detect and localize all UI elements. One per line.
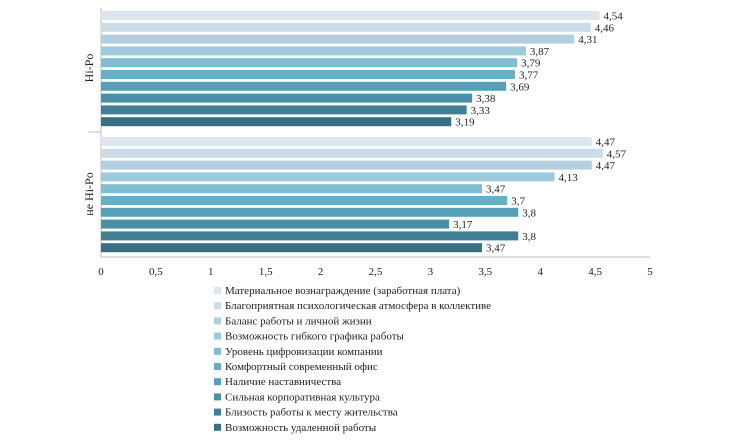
value-label: 3,38 [476,93,496,105]
x-tick-label: 0,5 [149,266,163,278]
bar-hipo-6 [101,70,515,79]
bar-hipo-3 [101,34,575,44]
value-label: 3,8 [522,231,536,243]
bars-layer [101,11,603,253]
value-label: 4,31 [578,34,597,46]
value-label: 3,19 [455,117,475,129]
legend-label: Наличие наставничества [225,376,341,388]
group-labels-layer: Hi-Po не Hi-Po [82,54,96,216]
value-label: 4,47 [596,137,616,149]
bar-hipo-8 [101,93,473,103]
value-label: 4,46 [595,22,615,34]
value-label: 4,13 [558,172,578,184]
bar-non-hipo-6 [101,196,508,205]
legend-label: Баланс работы и личной жизни [225,315,372,327]
bar-hipo-7 [101,81,507,91]
value-label: 4,47 [596,160,616,172]
legend-swatch [214,423,221,431]
value-label: 3,79 [521,58,541,70]
value-label: 3,47 [486,243,506,255]
legend-label: Близость работы к месту жительства [225,407,398,419]
legend-label: Благоприятная психологическая атмосфера … [225,300,491,312]
x-ticks-layer: 0 0,5 1 1,5 2 2,5 3 3,5 4 4,5 5 [98,266,653,278]
bar-hipo-9 [101,105,467,115]
value-labels-layer: 4,544,464,31 3,873,793,773,69 3,383,333,19… [453,11,626,255]
bar-hipo-10 [101,117,452,127]
value-label: 3,7 [511,196,525,208]
group-label: Hi-Po [82,54,96,83]
legend-label: Комфортный современный офис [225,361,378,373]
legend-swatch [214,287,221,294]
legend-swatch [214,347,221,355]
x-tick-label: 3 [428,266,434,278]
legend-label: Сильная корпоративная культура [225,391,380,403]
legend-swatch [214,302,221,310]
bar-non-hipo-5 [101,184,483,194]
x-tick-label: 2,5 [369,266,383,278]
bar-hipo-5 [101,58,518,68]
value-label: 3,17 [453,219,473,231]
x-tick-label: 2 [318,266,324,278]
x-tick-label: 5 [647,266,653,278]
value-label: 3,87 [530,46,550,58]
x-tick-label: 4 [537,266,543,278]
legend-swatch [214,393,221,401]
bar-hipo-4 [101,46,526,56]
bar-non-hipo-10 [101,243,483,253]
value-label: 4,57 [607,148,627,160]
legend-swatch [214,408,221,416]
x-tick-label: 4,5 [588,266,602,278]
value-label: 3,69 [510,81,530,93]
x-tick-label: 3,5 [478,266,492,278]
x-tick-label: 1,5 [259,266,273,278]
legend-swatch [214,363,221,370]
bar-non-hipo-1 [101,137,592,146]
bar-non-hipo-8 [101,219,450,229]
bar-non-hipo-7 [101,207,519,217]
value-label: 3,8 [522,207,536,219]
bar-hipo-2 [101,22,591,32]
legend-label: Возможность гибкого графика работы [225,331,405,343]
group-label: не Hi-Po [82,172,96,215]
legend-swatch [214,332,221,340]
bar-hipo-1 [101,11,600,20]
bar-non-hipo-4 [101,172,555,182]
legend-swatch [214,317,221,325]
legend: Материальное вознаграждение (заработная … [214,285,491,434]
x-tick-label: 1 [208,266,214,278]
value-label: 4,54 [603,11,623,23]
value-label: 3,47 [486,184,506,196]
bar-non-hipo-2 [101,148,603,158]
value-label: 3,77 [519,70,539,82]
legend-label: Материальное вознаграждение (заработная … [225,285,461,297]
legend-label: Уровень цифровизации компании [225,346,383,358]
legend-label: Возможность удаленной работы [225,422,377,434]
x-tick-label: 0 [98,266,104,278]
value-label: 3,33 [471,105,491,117]
bar-non-hipo-9 [101,231,519,241]
legend-swatch [214,378,221,386]
bar-non-hipo-3 [101,160,592,170]
